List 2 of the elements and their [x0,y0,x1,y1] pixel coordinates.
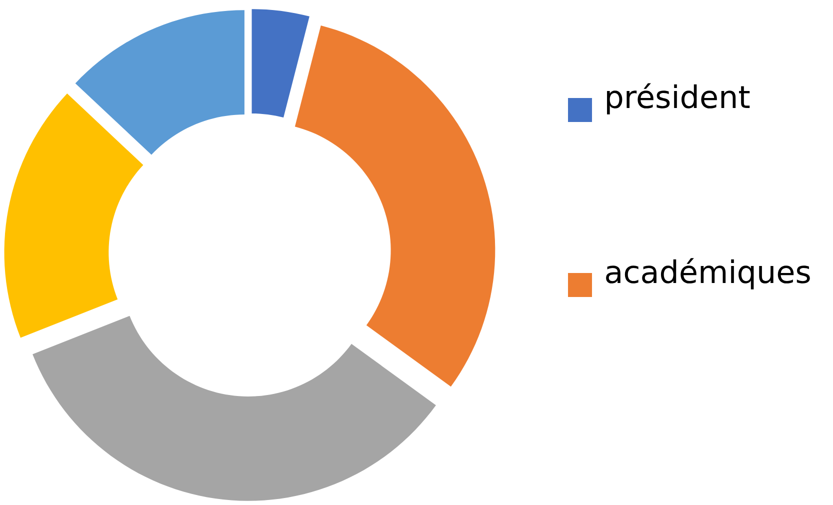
legend-label: académiques [606,258,810,290]
legend-label: président [607,83,750,114]
